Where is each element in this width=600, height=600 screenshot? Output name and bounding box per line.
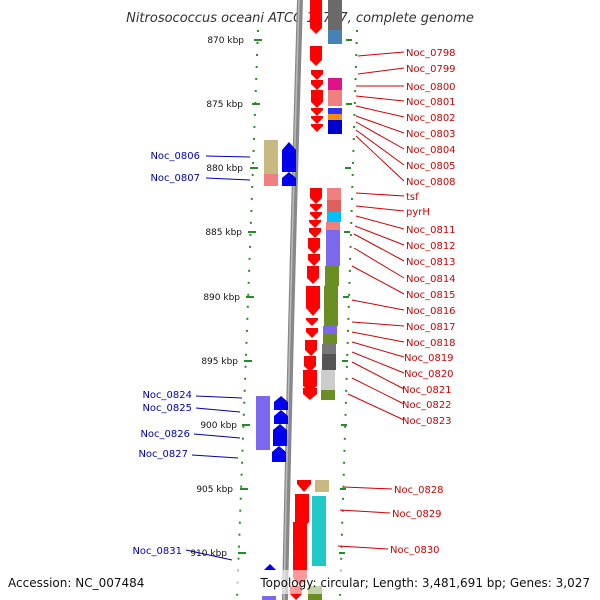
- gene-noc-0817: [306, 318, 318, 326]
- gene-label[interactable]: Noc_0823: [402, 416, 452, 427]
- gene-label[interactable]: Noc_0807: [150, 173, 200, 184]
- gene-noc-0824: [274, 396, 288, 410]
- gene-tsf: [310, 204, 322, 212]
- scale-label-900: 900 kbp: [200, 421, 237, 431]
- gene-noc-0803: [311, 108, 323, 116]
- gene-noc-0825: [274, 410, 288, 424]
- scale-label-910: 910 kbp: [190, 549, 227, 559]
- gene-labels-right: Noc_0798 Noc_0799 Noc_0800 Noc_0801 Noc_…: [390, 48, 456, 556]
- gene-label[interactable]: Noc_0822: [402, 400, 452, 411]
- scale-label-895: 895 kbp: [201, 357, 238, 367]
- gene-label[interactable]: Noc_0828: [394, 485, 444, 496]
- gene-noc-0827: [272, 446, 286, 462]
- gene-label[interactable]: Noc_0820: [404, 369, 454, 380]
- scale-label-905: 905 kbp: [196, 485, 233, 495]
- gene-noc-0828: [297, 480, 311, 492]
- gene-noc-0812: [309, 228, 321, 238]
- accession-text: Accession: NC_007484: [8, 576, 144, 590]
- gene-label[interactable]: Noc_0826: [140, 429, 190, 440]
- leader-lines-right: [337, 51, 405, 550]
- cog-bars-right: [308, 0, 342, 600]
- gene-label[interactable]: Noc_0829: [392, 509, 442, 520]
- gene-label[interactable]: Noc_0824: [142, 390, 192, 401]
- gene-noc-0807: [282, 172, 296, 186]
- gene-noc-0831: [264, 564, 276, 570]
- gene-noc-0799: [310, 46, 322, 66]
- gene-label[interactable]: Noc_0830: [390, 545, 440, 556]
- scale-labels: 870 kbp 875 kbp 880 kbp 885 kbp 890 kbp …: [190, 36, 244, 559]
- topology-text: Topology: circular; Length: 3,481,691 bp…: [259, 576, 590, 590]
- gene-noc-0808: [310, 188, 322, 204]
- gene-label[interactable]: pyrH: [406, 207, 430, 218]
- gene-noc-0801: [311, 80, 323, 90]
- gene-labels-left: Noc_0806 Noc_0807 Noc_0824 Noc_0825 Noc_…: [132, 151, 200, 557]
- scale-label-875: 875 kbp: [206, 100, 243, 110]
- gene-noc-0805: [311, 124, 323, 132]
- gene-noc-0811: [309, 220, 321, 228]
- gene-label[interactable]: Noc_0804: [406, 145, 456, 156]
- gene-noc-0804: [311, 116, 323, 124]
- cog-bars-left: [256, 140, 278, 600]
- gene-noc-0815: [307, 266, 319, 284]
- reverse-genes: [263, 142, 296, 600]
- gene-noc-0829: [295, 494, 309, 530]
- gene-noc-0818: [306, 328, 318, 338]
- gene-noc-0802: [311, 90, 323, 108]
- gene-label[interactable]: Noc_0814: [406, 274, 456, 285]
- leader-lines-left: [185, 155, 251, 561]
- gene-label[interactable]: Noc_0811: [406, 225, 456, 236]
- gene-label[interactable]: Noc_0808: [406, 177, 456, 188]
- gene-noc-0800: [311, 70, 323, 80]
- gene-label[interactable]: Noc_0825: [142, 403, 192, 414]
- gene-noc-0822: [303, 388, 317, 400]
- gene-label[interactable]: Noc_0819: [404, 353, 454, 364]
- gene-label[interactable]: Noc_0805: [406, 161, 456, 172]
- gene-noc-0826: [273, 424, 287, 446]
- genome-backbone: [282, 0, 303, 600]
- gene-label[interactable]: Noc_0831: [132, 546, 182, 557]
- scale-label-890: 890 kbp: [203, 293, 240, 303]
- gene-label[interactable]: Noc_0816: [406, 306, 456, 317]
- scale-ticks: [238, 39, 352, 554]
- gene-label[interactable]: Noc_0801: [406, 97, 456, 108]
- forward-genes: [290, 0, 323, 600]
- gene-label[interactable]: Noc_0821: [402, 385, 452, 396]
- gene-label[interactable]: tsf: [406, 192, 419, 203]
- gene-label[interactable]: Noc_0818: [406, 338, 456, 349]
- gene-noc-0806: [282, 142, 296, 172]
- gene-noc-0814: [308, 254, 320, 266]
- gene-noc-0813: [308, 238, 320, 254]
- gene-label[interactable]: Noc_0802: [406, 113, 456, 124]
- scale-label-880: 880 kbp: [206, 164, 243, 174]
- gene-noc-0821: [303, 370, 317, 392]
- gene-label[interactable]: Noc_0827: [138, 449, 188, 460]
- gene-label[interactable]: Noc_0815: [406, 290, 456, 301]
- footer-background: [0, 570, 600, 594]
- gene-label[interactable]: Noc_0798: [406, 48, 456, 59]
- scale-label-885: 885 kbp: [205, 228, 242, 238]
- gene-label[interactable]: Noc_0803: [406, 129, 456, 140]
- gene-label[interactable]: Noc_0817: [406, 322, 456, 333]
- gene-label[interactable]: Noc_0813: [406, 257, 456, 268]
- gene-label[interactable]: Noc_0806: [150, 151, 200, 162]
- gene-label[interactable]: Noc_0800: [406, 82, 456, 93]
- gene-noc-0819: [305, 340, 317, 356]
- gene-noc-0816: [306, 286, 320, 316]
- gene-label[interactable]: Noc_0799: [406, 64, 456, 75]
- gene-pyrh: [310, 212, 322, 220]
- gene-noc-0820: [304, 356, 316, 372]
- gene-noc-0798: [310, 0, 322, 34]
- scale-label-870: 870 kbp: [207, 36, 244, 46]
- gene-label[interactable]: Noc_0812: [406, 241, 456, 252]
- genome-backbone-highlight: [283, 0, 300, 600]
